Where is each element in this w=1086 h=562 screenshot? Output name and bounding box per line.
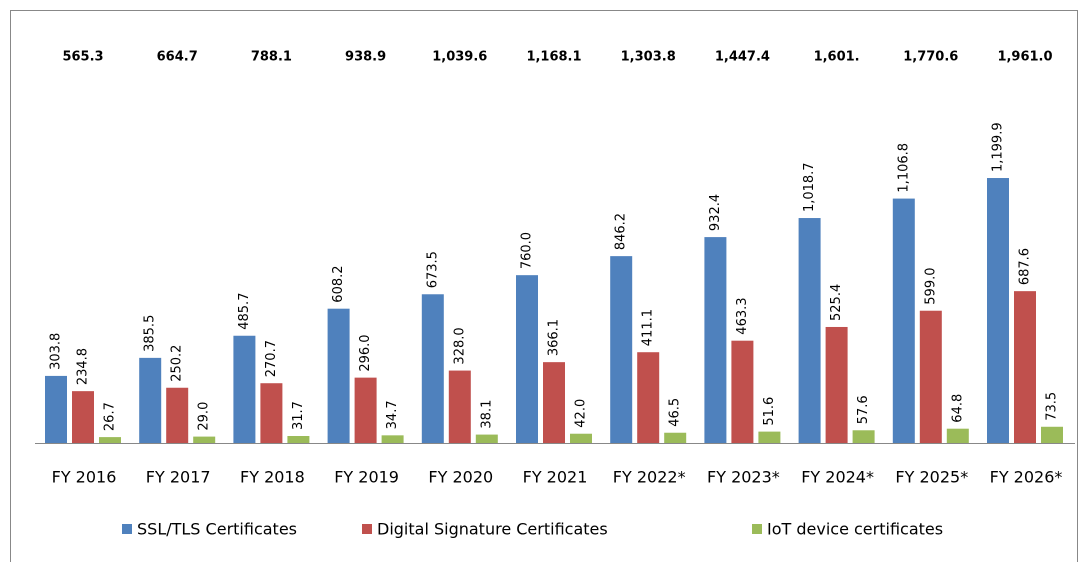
- total-label: 1,770.6: [903, 50, 958, 65]
- value-label: 31.7: [291, 401, 306, 430]
- total-label: 1,303.8: [621, 50, 676, 65]
- value-label: 1,199.9: [991, 122, 1006, 172]
- bar: [987, 178, 1009, 443]
- legend-label: IoT device certificates: [767, 520, 943, 539]
- value-label: 932.4: [708, 194, 723, 231]
- bar: [166, 387, 189, 443]
- bar: [475, 434, 498, 443]
- value-label: 411.1: [641, 309, 656, 346]
- bar: [233, 335, 256, 443]
- value-label: 57.6: [856, 395, 871, 424]
- total-label: 788.1: [251, 50, 292, 65]
- bar: [421, 294, 444, 443]
- frame: [10, 10, 1078, 562]
- bar: [354, 377, 377, 443]
- value-label: 485.7: [237, 293, 252, 330]
- bar: [637, 352, 660, 443]
- total-label: 1,447.4: [715, 50, 770, 65]
- x-tick-label: FY 2026*: [990, 468, 1063, 487]
- value-label: 42.0: [574, 399, 589, 428]
- value-label: 250.2: [170, 345, 185, 382]
- x-tick-label: FY 2016: [52, 468, 117, 487]
- bar: [704, 237, 727, 443]
- bar: [260, 383, 283, 443]
- bar: [45, 375, 67, 443]
- value-label: 463.3: [735, 297, 750, 334]
- bar: [919, 310, 942, 443]
- value-label: 51.6: [762, 397, 777, 426]
- value-label: 29.0: [197, 402, 212, 431]
- legend-swatch: [752, 524, 762, 534]
- bar: [570, 433, 592, 443]
- x-tick-label: FY 2023*: [707, 468, 780, 487]
- total-label: 1,039.6: [432, 50, 487, 65]
- x-tick-label: FY 2018: [240, 468, 305, 487]
- value-label: 608.2: [331, 265, 346, 302]
- total-label: 938.9: [345, 50, 386, 65]
- bar: [139, 357, 162, 443]
- value-label: 270.7: [264, 340, 279, 377]
- bar: [758, 431, 781, 443]
- bar: [448, 370, 471, 443]
- total-label: 1,601.: [814, 50, 860, 65]
- value-label: 26.7: [103, 402, 118, 431]
- value-label: 34.7: [385, 400, 400, 429]
- x-tick-label: FY 2019: [334, 468, 399, 487]
- value-label: 673.5: [425, 251, 440, 288]
- value-label: 1,106.8: [896, 143, 911, 193]
- bar: [1041, 426, 1063, 443]
- value-label: 64.8: [950, 394, 965, 423]
- bar: [946, 428, 969, 443]
- value-label: 46.5: [668, 398, 683, 427]
- legend-swatch: [362, 524, 372, 534]
- x-tick-label: FY 2025*: [895, 468, 968, 487]
- bar: [327, 308, 350, 443]
- bar: [99, 437, 121, 443]
- value-label: 303.8: [49, 333, 64, 370]
- value-label: 385.5: [143, 315, 158, 352]
- bar: [287, 435, 310, 443]
- total-label: 565.3: [62, 50, 103, 65]
- total-label: 1,168.1: [526, 50, 581, 65]
- value-label: 760.0: [520, 232, 535, 269]
- bar: [852, 430, 875, 443]
- bar: [543, 362, 565, 443]
- value-label: 73.5: [1045, 392, 1060, 421]
- bar: [664, 432, 687, 443]
- value-label: 846.2: [614, 213, 629, 250]
- total-label: 664.7: [157, 50, 198, 65]
- value-label: 328.0: [452, 327, 467, 364]
- value-label: 38.1: [479, 400, 494, 429]
- bar: [825, 326, 848, 443]
- value-label: 296.0: [358, 334, 373, 371]
- legend-swatch: [122, 524, 132, 534]
- value-label: 599.0: [923, 268, 938, 305]
- x-tick-label: FY 2020: [428, 468, 493, 487]
- value-label: 1,018.7: [802, 162, 817, 212]
- value-label: 687.6: [1018, 248, 1033, 285]
- bar: [731, 340, 754, 443]
- legend-label: Digital Signature Certificates: [377, 520, 608, 539]
- value-label: 366.1: [547, 319, 562, 356]
- x-tick-label: FY 2017: [146, 468, 211, 487]
- value-label: 525.4: [829, 284, 844, 321]
- x-tick-label: FY 2024*: [801, 468, 874, 487]
- x-tick-label: FY 2022*: [613, 468, 686, 487]
- bar: [1014, 291, 1036, 443]
- x-tick-label: FY 2021: [523, 468, 588, 487]
- legend-label: SSL/TLS Certificates: [137, 520, 297, 539]
- bar: [892, 198, 915, 443]
- value-label: 234.8: [76, 348, 91, 385]
- bar: [381, 435, 404, 443]
- bar: [610, 256, 633, 443]
- bar: [193, 436, 216, 443]
- bar: [72, 391, 94, 443]
- bar: [516, 275, 538, 443]
- bar: [798, 218, 821, 443]
- total-label: 1,961.0: [997, 50, 1052, 65]
